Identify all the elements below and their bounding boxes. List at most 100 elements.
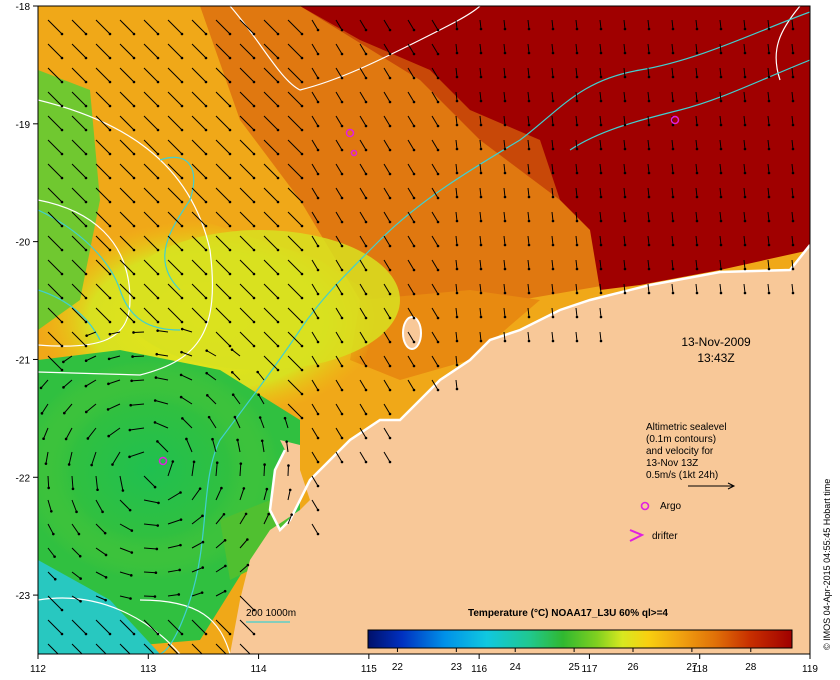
velocity-arrow [95, 595, 107, 602]
velocity-legend-line: (0.1m contours) [646, 434, 716, 445]
velocity-arrow [575, 67, 579, 79]
velocity-arrow [479, 211, 483, 223]
velocity-arrow [623, 163, 627, 175]
velocity-arrow [42, 427, 49, 441]
velocity-arrow [71, 187, 88, 204]
velocity-arrow [119, 235, 136, 252]
velocity-arrow [311, 139, 320, 152]
velocity-arrow [767, 19, 771, 31]
velocity-arrow [95, 307, 112, 324]
velocity-arrow [230, 348, 241, 357]
velocity-arrow [95, 259, 112, 276]
velocity-arrow [479, 19, 483, 31]
velocity-arrow [132, 331, 145, 334]
velocity-arrow [95, 115, 112, 132]
velocity-arrow [71, 283, 88, 300]
velocity-arrow [359, 283, 368, 296]
y-tick-label: -23 [16, 591, 31, 602]
drifter-legend-label: drifter [652, 531, 678, 542]
velocity-arrow [767, 91, 771, 103]
velocity-arrow [359, 43, 368, 56]
velocity-arrow [407, 43, 416, 56]
velocity-arrow [647, 139, 651, 151]
velocity-arrow [106, 403, 121, 411]
velocity-arrow [39, 379, 49, 390]
velocity-arrow [575, 19, 579, 31]
velocity-arrow [215, 539, 227, 549]
velocity-arrow [153, 421, 169, 429]
velocity-arrow [167, 19, 184, 36]
argo-float-marker [670, 115, 680, 125]
velocity-arrow [215, 259, 232, 276]
velocity-arrow [95, 283, 112, 300]
velocity-arrow [44, 451, 49, 465]
velocity-arrow [407, 91, 416, 104]
velocity-arrow [239, 283, 256, 300]
velocity-arrow [119, 259, 136, 276]
velocity-legend-line: 0.5m/s (1kt 24h) [646, 470, 718, 481]
velocity-arrow [239, 139, 256, 156]
velocity-arrow [263, 283, 280, 300]
velocity-arrow [671, 163, 675, 175]
velocity-arrow [167, 43, 184, 60]
velocity-arrow [575, 211, 579, 223]
velocity-arrow [719, 43, 723, 55]
velocity-arrow [359, 163, 368, 176]
velocity-arrow [407, 139, 416, 152]
velocity-arrow [119, 163, 136, 180]
velocity-arrow [647, 43, 651, 55]
velocity-arrow [311, 523, 320, 536]
velocity-arrow [311, 67, 320, 80]
velocity-arrow [695, 91, 699, 103]
velocity-arrow [407, 283, 416, 296]
velocity-arrow [791, 235, 795, 247]
velocity-arrow [180, 350, 193, 357]
velocity-arrow [623, 139, 627, 151]
velocity-arrow [263, 43, 280, 60]
velocity-arrow [181, 417, 193, 429]
velocity-arrow [719, 259, 723, 271]
velocity-arrow [167, 211, 184, 228]
velocity-arrow [119, 595, 132, 600]
velocity-arrow [206, 394, 217, 405]
velocity-arrow [119, 307, 136, 324]
velocity-arrow [743, 19, 747, 31]
velocity-arrow [695, 283, 699, 295]
velocity-arrow [431, 355, 440, 368]
velocity-arrow [647, 187, 651, 199]
velocity-arrow [167, 491, 182, 501]
velocity-arrow [287, 19, 304, 36]
velocity-arrow [143, 187, 160, 204]
colorbar: Temperature (°C) NOAA17_L3U 60% ql>=4 22… [367, 608, 793, 673]
velocity-arrow [95, 67, 112, 84]
velocity-arrow [71, 115, 88, 132]
velocity-arrow [359, 355, 368, 368]
velocity-arrow [647, 67, 651, 79]
velocity-arrow [191, 460, 196, 477]
velocity-arrow [527, 91, 531, 103]
velocity-arrow [84, 379, 97, 388]
velocity-arrow [551, 307, 555, 319]
velocity-arrow [119, 643, 131, 654]
velocity-arrow [311, 283, 320, 296]
velocity-arrow [407, 331, 416, 344]
velocity-arrow [90, 451, 97, 467]
velocity-arrow [599, 259, 603, 271]
velocity-arrow [287, 211, 304, 228]
velocity-arrow [85, 331, 97, 337]
velocity-arrow [623, 283, 627, 295]
velocity-arrow [47, 595, 64, 612]
depth-legend: 200 1000m [246, 608, 296, 623]
velocity-arrow [503, 235, 507, 247]
velocity-arrow [407, 259, 416, 272]
velocity-arrow [719, 163, 723, 175]
velocity-arrow [431, 259, 440, 272]
velocity-arrow [167, 235, 184, 252]
argo-float-marker [345, 128, 355, 138]
velocity-arrow [311, 163, 320, 176]
velocity-arrow [130, 379, 145, 383]
velocity-arrow [791, 259, 795, 271]
velocity-arrow [767, 115, 771, 127]
velocity-arrow [239, 462, 243, 477]
velocity-arrow [431, 331, 440, 344]
